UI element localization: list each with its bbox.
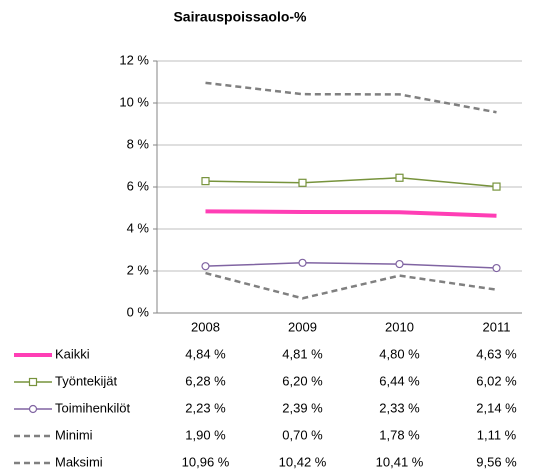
table-value: 1,78 % xyxy=(379,427,420,442)
x-tick-label: 2010 xyxy=(385,319,414,334)
series-line xyxy=(205,81,497,114)
x-tick-label: 2009 xyxy=(288,319,317,334)
marker xyxy=(395,173,404,182)
legend-label: Työntekijät xyxy=(55,373,118,388)
marker xyxy=(492,182,501,191)
series-line xyxy=(205,262,497,269)
table-value: 2,14 % xyxy=(476,400,517,415)
table-value: 10,41 % xyxy=(376,454,424,469)
table-value: 4,80 % xyxy=(379,346,420,361)
y-tick-label: 0 % xyxy=(127,304,150,319)
legend-marker xyxy=(28,404,38,414)
table-value: 4,84 % xyxy=(185,346,226,361)
legend-label: Minimi xyxy=(55,427,93,442)
legend-label: Maksimi xyxy=(55,454,103,469)
table-value: 4,63 % xyxy=(476,346,517,361)
table-value: 9,56 % xyxy=(476,454,517,469)
table-value: 2,23 % xyxy=(185,400,226,415)
table-value: 6,28 % xyxy=(185,373,226,388)
marker xyxy=(201,177,210,186)
y-tick-label: 2 % xyxy=(127,262,150,277)
chart-title: Sairauspoissaolo-% xyxy=(173,9,307,25)
x-tick-label: 2011 xyxy=(483,319,511,334)
y-tick-label: 8 % xyxy=(127,136,150,151)
marker xyxy=(492,263,501,273)
table-value: 10,42 % xyxy=(279,454,327,469)
x-tick-label: 2008 xyxy=(191,319,220,334)
series-line xyxy=(205,271,497,300)
table-value: 0,70 % xyxy=(282,427,323,442)
marker xyxy=(298,258,307,267)
table-value: 6,44 % xyxy=(379,373,420,388)
marker xyxy=(201,262,210,271)
marker xyxy=(298,178,307,187)
table-value: 2,39 % xyxy=(282,400,323,415)
table-value: 2,33 % xyxy=(379,400,420,415)
table-value: 10,96 % xyxy=(182,454,230,469)
table-value: 4,81 % xyxy=(282,346,323,361)
y-tick-label: 6 % xyxy=(127,178,150,193)
legend-label: Kaikki xyxy=(55,346,90,361)
legend-marker xyxy=(28,377,38,387)
y-tick-label: 4 % xyxy=(127,220,150,235)
series-line xyxy=(205,177,497,188)
y-tick-label: 12 % xyxy=(119,52,149,67)
table-value: 1,90 % xyxy=(185,427,226,442)
series-line xyxy=(205,209,497,218)
table-value: 6,20 % xyxy=(282,373,323,388)
marker xyxy=(395,259,404,269)
table-value: 1,11 % xyxy=(477,427,517,442)
legend-label: Toimihenkilöt xyxy=(55,400,131,415)
table-value: 6,02 % xyxy=(476,373,517,388)
y-tick-label: 10 % xyxy=(119,94,149,109)
